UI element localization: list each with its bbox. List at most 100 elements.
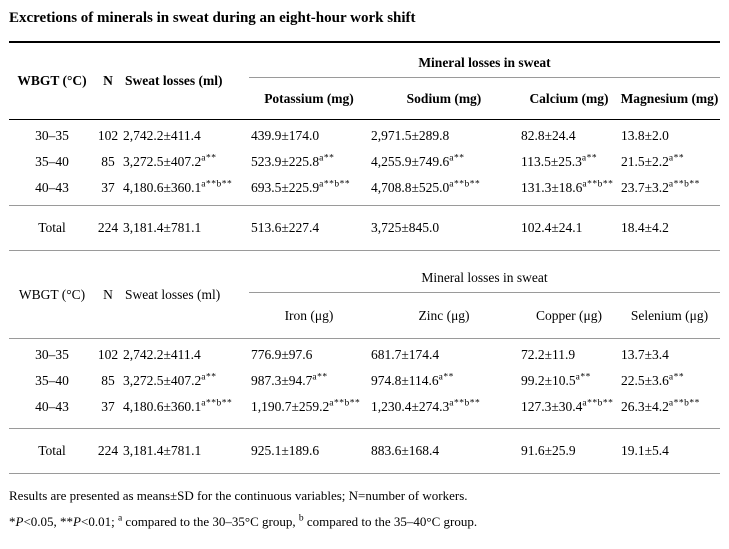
cell-iron: 1,190.7±259.2a**b** bbox=[251, 398, 361, 414]
col-header-n: N bbox=[103, 73, 113, 88]
cell-zinc: 681.7±174.4 bbox=[371, 347, 440, 362]
table1-header-rule bbox=[9, 119, 720, 120]
cell-n: 224 bbox=[97, 220, 119, 235]
table-row: 30–35 102 2,742.2±411.4 439.9±174.0 2,97… bbox=[9, 123, 720, 149]
cell-wbgt: 40–43 bbox=[35, 399, 69, 414]
table-bottom-rule bbox=[9, 473, 720, 474]
cell-sweat: 3,181.4±781.1 bbox=[123, 443, 202, 458]
cell-total-label: Total bbox=[38, 443, 66, 458]
span-header-mineral-losses: Mineral losses in sweat bbox=[249, 43, 720, 78]
cell-magnesium: 13.8±2.0 bbox=[621, 128, 669, 143]
cell-copper: 99.2±10.5a** bbox=[521, 372, 591, 388]
cell-calcium: 82.8±24.4 bbox=[521, 128, 576, 143]
col-header-selenium: Selenium (μg) bbox=[630, 308, 709, 323]
col-header-wbgt: WBGT (°C) bbox=[18, 286, 86, 302]
cell-iron: 987.3±94.7a** bbox=[251, 372, 328, 388]
cell-sodium: 2,971.5±289.8 bbox=[371, 128, 450, 143]
cell-sweat: 3,181.4±781.1 bbox=[123, 220, 202, 235]
table-row: 40–43 37 4,180.6±360.1a**b** 1,190.7±259… bbox=[9, 394, 720, 420]
cell-potassium: 693.5±225.9a**b** bbox=[251, 179, 351, 195]
table2-body: 30–35 102 2,742.2±411.4 776.9±97.6 681.7… bbox=[9, 342, 720, 420]
col-header-magnesium: Magnesium (mg) bbox=[620, 91, 719, 106]
table2-header: WBGT (°C) N Sweat losses (ml) Mineral lo… bbox=[9, 251, 720, 338]
cell-calcium: 131.3±18.6a**b** bbox=[521, 179, 614, 195]
cell-total-label: Total bbox=[38, 220, 66, 235]
table-row: 30–35 102 2,742.2±411.4 776.9±97.6 681.7… bbox=[9, 342, 720, 368]
table-row: 40–43 37 4,180.6±360.1a**b** 693.5±225.9… bbox=[9, 175, 720, 201]
cell-wbgt: 35–40 bbox=[35, 373, 69, 388]
col-header-zinc: Zinc (μg) bbox=[418, 308, 470, 323]
fn-p-italic: P bbox=[73, 514, 81, 529]
footnote-means-sd: Results are presented as means±SD for th… bbox=[9, 488, 468, 503]
table1-total-row: Total 224 3,181.4±781.1 513.6±227.4 3,72… bbox=[9, 208, 720, 248]
col-header-potassium: Potassium (mg) bbox=[264, 91, 354, 106]
col-header-iron: Iron (μg) bbox=[284, 308, 334, 323]
cell-potassium: 439.9±174.0 bbox=[251, 128, 320, 143]
cell-selenium: 22.5±3.6a** bbox=[621, 372, 685, 388]
cell-sweat: 2,742.2±411.4 bbox=[123, 128, 201, 143]
table1-bottom-rule bbox=[9, 250, 720, 251]
table2-total-rule bbox=[9, 428, 720, 429]
cell-calcium: 113.5±25.3a** bbox=[521, 153, 598, 169]
cell-calcium: 102.4±24.1 bbox=[521, 220, 583, 235]
col-header-copper: Copper (μg) bbox=[535, 308, 603, 323]
cell-zinc: 883.6±168.4 bbox=[371, 443, 440, 458]
cell-magnesium: 23.7±3.2a**b** bbox=[621, 179, 700, 195]
cell-selenium: 19.1±5.4 bbox=[621, 443, 669, 458]
cell-zinc: 1,230.4±274.3a**b** bbox=[371, 398, 481, 414]
table1-body: 30–35 102 2,742.2±411.4 439.9±174.0 2,97… bbox=[9, 123, 720, 201]
cell-potassium: 523.9±225.8a** bbox=[251, 153, 335, 169]
cell-sweat: 3,272.5±407.2a** bbox=[123, 153, 217, 169]
cell-sweat: 4,180.6±360.1a**b** bbox=[123, 179, 233, 195]
cell-n: 102 bbox=[97, 128, 119, 143]
cell-zinc: 974.8±114.6a** bbox=[371, 372, 454, 388]
cell-wbgt: 35–40 bbox=[35, 154, 69, 169]
col-header-sweat-losses: Sweat losses (ml) bbox=[125, 73, 223, 88]
cell-potassium: 513.6±227.4 bbox=[251, 220, 320, 235]
cell-iron: 925.1±189.6 bbox=[251, 443, 320, 458]
cell-sodium: 4,255.9±749.6a** bbox=[371, 153, 465, 169]
col-header-wbgt: WBGT (°C) bbox=[17, 73, 87, 88]
cell-copper: 127.3±30.4a**b** bbox=[521, 398, 614, 414]
fn-star: * bbox=[9, 514, 16, 529]
table-row: 35–40 85 3,272.5±407.2a** 987.3±94.7a** … bbox=[9, 368, 720, 394]
fn-text: <0.01; bbox=[81, 514, 118, 529]
cell-n: 85 bbox=[101, 373, 115, 388]
table-top-rule bbox=[9, 41, 720, 43]
fn-text: compared to the 30–35°C group, bbox=[122, 514, 299, 529]
cell-n: 102 bbox=[97, 347, 119, 362]
fn-p-italic: P bbox=[15, 514, 24, 529]
table1-total-rule bbox=[9, 205, 720, 206]
cell-sweat: 2,742.2±411.4 bbox=[123, 347, 201, 362]
cell-wbgt: 30–35 bbox=[35, 128, 69, 143]
fn-text: compared to the 35–40°C group. bbox=[303, 514, 478, 529]
table-row: 35–40 85 3,272.5±407.2a** 523.9±225.8a**… bbox=[9, 149, 720, 175]
cell-sodium: 3,725±845.0 bbox=[371, 220, 440, 235]
fn-sup-b: b bbox=[298, 513, 304, 524]
cell-n: 224 bbox=[97, 443, 119, 458]
col-header-sweat-losses: Sweat losses (ml) bbox=[125, 286, 221, 302]
cell-wbgt: 30–35 bbox=[35, 347, 69, 362]
cell-selenium: 13.7±3.4 bbox=[621, 347, 669, 362]
footnote-significance: *P<0.05, **P<0.01; a compared to the 30–… bbox=[9, 512, 720, 532]
cell-n: 85 bbox=[101, 154, 115, 169]
col-header-calcium: Calcium (mg) bbox=[529, 91, 609, 106]
cell-magnesium: 21.5±2.2a** bbox=[621, 153, 685, 169]
cell-n: 37 bbox=[101, 399, 115, 414]
fn-sup-a: a bbox=[117, 513, 123, 524]
fn-text: <0.05, ** bbox=[23, 514, 74, 529]
table1-header: WBGT (°C) N Sweat losses (ml) Mineral lo… bbox=[9, 43, 720, 119]
cell-sweat: 3,272.5±407.2a** bbox=[123, 372, 217, 388]
cell-magnesium: 18.4±4.2 bbox=[621, 220, 669, 235]
table-title: Excretions of minerals in sweat during a… bbox=[9, 10, 416, 26]
cell-sweat: 4,180.6±360.1a**b** bbox=[123, 398, 233, 414]
col-header-n: N bbox=[103, 286, 113, 302]
col-header-sodium: Sodium (mg) bbox=[406, 91, 482, 106]
cell-n: 37 bbox=[101, 180, 115, 195]
cell-selenium: 26.3±4.2a**b** bbox=[621, 398, 700, 414]
cell-copper: 72.2±11.9 bbox=[521, 347, 576, 362]
span-header-mineral-losses: Mineral losses in sweat bbox=[249, 251, 720, 293]
cell-wbgt: 40–43 bbox=[35, 180, 69, 195]
table2-section: WBGT (°C) N Sweat losses (ml) Mineral lo… bbox=[9, 251, 720, 474]
